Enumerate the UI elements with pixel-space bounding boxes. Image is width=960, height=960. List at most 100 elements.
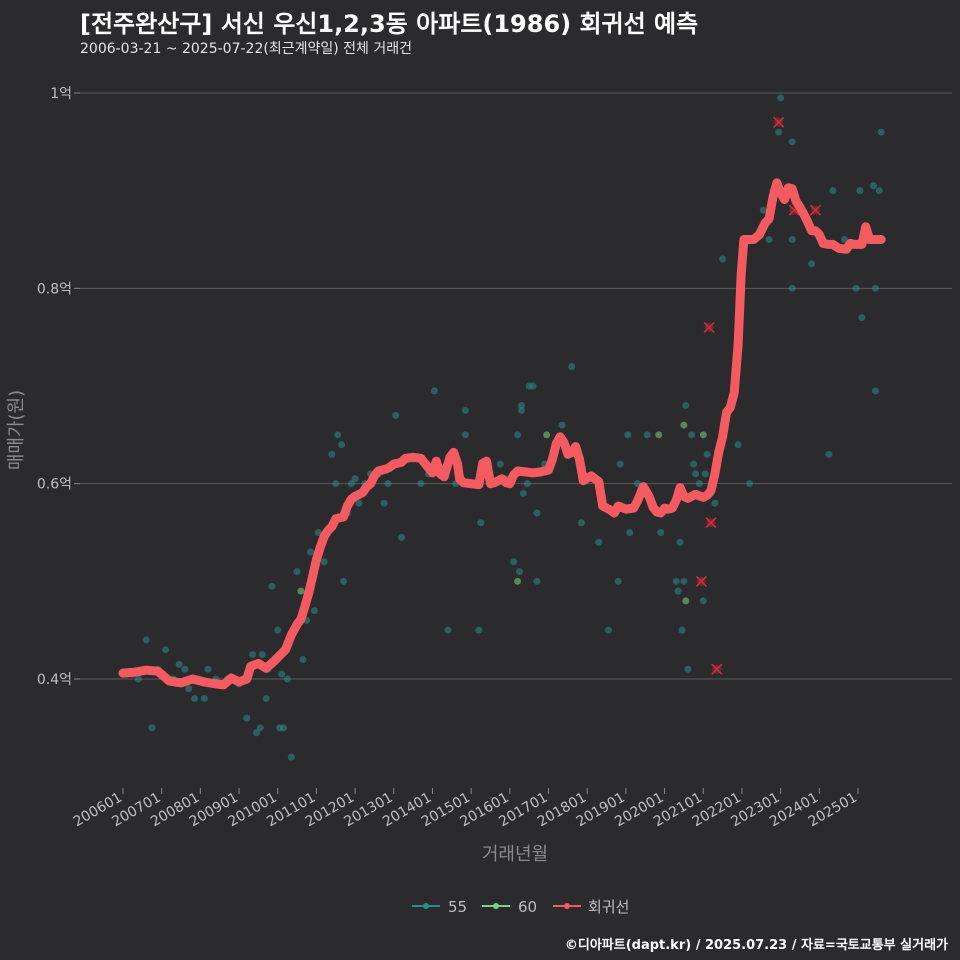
point-55 (858, 314, 866, 322)
point-55 (829, 187, 837, 195)
chart-subtitle: 2006-03-21 ~ 2025-07-22(최근계약일) 전체 거래건 (80, 41, 412, 57)
point-55 (392, 411, 400, 419)
legend-swatch-dot (493, 903, 499, 909)
point-55 (384, 480, 392, 488)
point-55 (148, 724, 156, 732)
point-55 (875, 187, 883, 195)
point-55 (514, 431, 522, 439)
point-55 (444, 626, 452, 634)
legend-label: 회귀선 (588, 898, 629, 916)
point-55 (516, 568, 524, 576)
point-55 (355, 499, 363, 507)
point-55 (256, 724, 264, 732)
point-55 (734, 441, 742, 449)
point-55 (351, 475, 359, 483)
outlier-x (711, 663, 723, 675)
x-tick-labels: 2006012007012008012009012010012011012012… (71, 788, 860, 830)
point-55 (699, 597, 707, 605)
point-55 (258, 651, 266, 659)
point-55 (746, 480, 754, 488)
point-55 (533, 577, 541, 585)
point-55 (477, 519, 485, 527)
outlier-x (695, 575, 707, 587)
point-55 (252, 729, 260, 737)
point-55 (688, 431, 696, 439)
point-55 (852, 284, 860, 292)
point-55 (332, 480, 340, 488)
point-55 (519, 489, 527, 497)
legend-label: 60 (518, 898, 537, 916)
point-55 (347, 480, 355, 488)
point-55 (310, 607, 318, 615)
point-55 (595, 538, 603, 546)
point-55 (461, 406, 469, 414)
outlier-x (809, 204, 822, 216)
point-55 (788, 138, 796, 146)
point-55 (719, 255, 727, 263)
legend-label: 55 (448, 898, 467, 916)
outlier-marker (695, 575, 707, 587)
point-55 (682, 402, 690, 410)
point-55 (307, 548, 315, 556)
point-55 (510, 558, 518, 566)
point-55 (788, 236, 796, 243)
point-55 (283, 675, 291, 683)
point-55 (293, 568, 301, 576)
point-55 (328, 450, 336, 458)
legend: 55 60 회귀선 (412, 898, 629, 916)
y-tick-label: 1억 (50, 86, 72, 102)
point-55 (624, 431, 632, 439)
point-55 (461, 431, 469, 439)
point-55 (657, 529, 665, 536)
point-55 (204, 665, 212, 673)
point-55 (200, 695, 208, 703)
grid-lines (74, 92, 952, 680)
point-55 (340, 577, 347, 585)
outlier-marker (711, 663, 723, 675)
point-55 (185, 685, 193, 693)
point-55 (808, 260, 816, 268)
point-55 (320, 558, 328, 566)
point-55 (626, 529, 634, 536)
point-55 (643, 431, 651, 439)
point-55 (777, 94, 785, 102)
point-55 (398, 533, 406, 541)
source-footer: ©디아파트(dapt.kr) / 2025.07.23 / 자료=국토교통부 실… (564, 938, 948, 953)
outlier-marker (809, 204, 822, 216)
outlier-marker (703, 321, 715, 333)
point-55 (162, 646, 170, 654)
point-55 (262, 695, 270, 703)
regression-line-group (118, 178, 886, 690)
point-55 (711, 499, 719, 507)
y-tick-label: 0.8억 (37, 281, 72, 297)
point-55 (517, 406, 525, 414)
outlier-x (703, 321, 715, 333)
point-55 (678, 626, 686, 634)
outlier-marker (773, 116, 785, 128)
point-55 (280, 724, 288, 732)
legend-swatch-dot (423, 903, 429, 909)
point-55 (672, 577, 680, 585)
point-55 (274, 626, 282, 634)
y-axis-title: 매매가(원) (6, 390, 27, 470)
point-55 (268, 582, 276, 590)
point-60 (514, 577, 522, 585)
point-55 (175, 660, 183, 668)
y-tick-labels: 0.4억 0.6억 0.8억 1억 (37, 86, 72, 688)
point-55 (142, 636, 150, 644)
point-55 (181, 665, 189, 673)
point-55 (703, 450, 711, 458)
outlier-marker (705, 517, 717, 529)
y-tick-label: 0.4억 (37, 672, 72, 688)
point-55 (695, 480, 703, 488)
point-60 (699, 431, 707, 439)
point-55 (877, 128, 885, 136)
point-55 (604, 626, 612, 634)
point-55 (759, 206, 767, 214)
point-55 (775, 128, 783, 136)
point-55 (690, 460, 698, 468)
point-55 (523, 480, 531, 488)
point-55 (614, 577, 622, 585)
point-55 (871, 387, 879, 395)
